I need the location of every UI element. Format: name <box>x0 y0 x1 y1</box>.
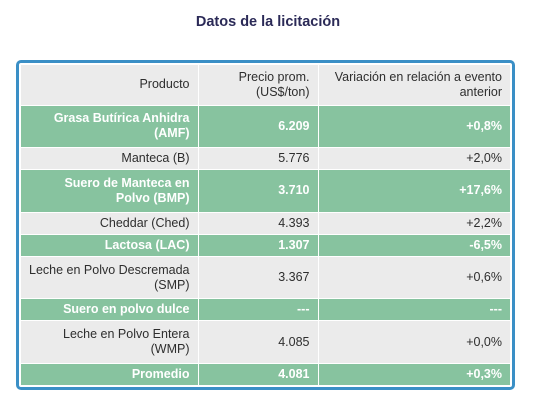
cell-variation: +0,0% <box>318 320 510 365</box>
table-row: Cheddar (Ched) 4.393 +2,2% <box>21 212 510 235</box>
header-variation: Variación en relación a evento anterior <box>318 65 510 106</box>
cell-price: 4.081 <box>198 363 319 385</box>
cell-price: 4.085 <box>198 320 319 365</box>
cell-product: Leche en Polvo Descremada (SMP) <box>21 256 199 300</box>
header-product: Producto <box>21 65 199 106</box>
cell-variation: +2,0% <box>318 147 510 171</box>
cell-price: 5.776 <box>198 147 319 171</box>
cell-variation: --- <box>318 298 510 322</box>
cell-price: 6.209 <box>198 105 319 149</box>
cell-variation: +17,6% <box>318 169 510 213</box>
cell-price: 1.307 <box>198 234 319 257</box>
cell-variation: +2,2% <box>318 212 510 235</box>
table-row: Leche en Polvo Entera (WMP) 4.085 +0,0% <box>21 320 510 365</box>
table-row: Manteca (B) 5.776 +2,0% <box>21 147 510 171</box>
cell-product: Cheddar (Ched) <box>21 212 199 235</box>
table-frame: Producto Precio prom. (US$/ton) Variació… <box>16 60 515 390</box>
cell-product: Leche en Polvo Entera (WMP) <box>21 320 199 365</box>
cell-product: Lactosa (LAC) <box>21 234 199 257</box>
table-header-row: Producto Precio prom. (US$/ton) Variació… <box>21 65 510 106</box>
table-row: Grasa Butírica Anhidra (AMF) 6.209 +0,8% <box>21 105 510 149</box>
cell-variation: -6,5% <box>318 234 510 257</box>
table-row: Leche en Polvo Descremada (SMP) 3.367 +0… <box>21 256 510 300</box>
table-row-average: Promedio 4.081 +0,3% <box>21 363 510 385</box>
cell-price: 4.393 <box>198 212 319 235</box>
cell-price: --- <box>198 298 319 322</box>
table-row: Lactosa (LAC) 1.307 -6,5% <box>21 234 510 257</box>
cell-product: Manteca (B) <box>21 147 199 171</box>
cell-price: 3.367 <box>198 256 319 300</box>
cell-variation: +0,3% <box>318 363 510 385</box>
cell-price: 3.710 <box>198 169 319 213</box>
cell-product: Suero en polvo dulce <box>21 298 199 322</box>
cell-product: Grasa Butírica Anhidra (AMF) <box>21 105 199 149</box>
table-row: Suero en polvo dulce --- --- <box>21 298 510 322</box>
cell-variation: +0,6% <box>318 256 510 300</box>
cell-product: Suero de Manteca en Polvo (BMP) <box>21 169 199 213</box>
cell-variation: +0,8% <box>318 105 510 149</box>
cell-product: Promedio <box>21 363 199 385</box>
header-price: Precio prom. (US$/ton) <box>198 65 319 106</box>
table-row: Suero de Manteca en Polvo (BMP) 3.710 +1… <box>21 169 510 213</box>
tender-data-table: Producto Precio prom. (US$/ton) Variació… <box>21 65 510 385</box>
page-title: Datos de la licitación <box>195 14 341 30</box>
